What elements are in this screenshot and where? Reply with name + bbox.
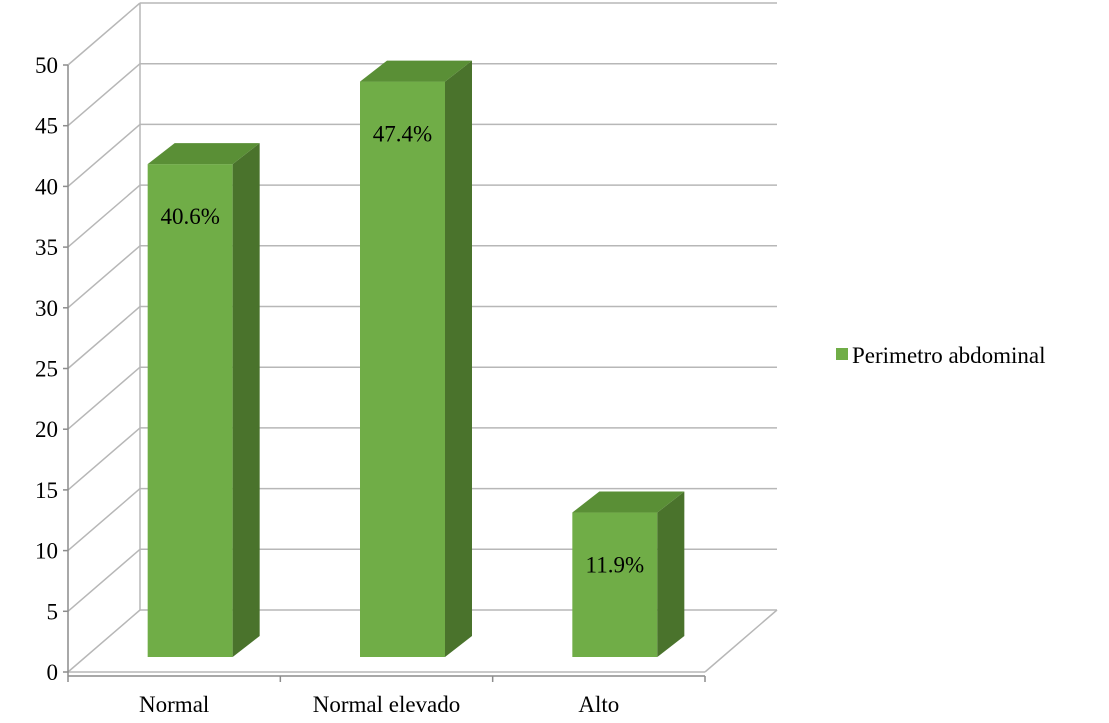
gridline-diagonal — [67, 63, 141, 127]
gridline-diagonal — [67, 427, 141, 491]
bar-top — [360, 60, 472, 82]
y-tick-label: 15 — [35, 478, 58, 503]
y-tick-label: 50 — [35, 53, 58, 78]
y-tick-label: 30 — [35, 296, 58, 321]
gridline-diagonal — [67, 2, 141, 66]
gridline-diagonal — [67, 305, 141, 370]
y-tick-label: 10 — [35, 539, 58, 564]
bars — [147, 60, 685, 658]
x-tick-label: Normal — [139, 692, 209, 717]
bar-top — [147, 143, 260, 165]
bar-side — [657, 491, 685, 657]
y-axis: 0 5 10 15 20 25 30 35 40 45 50 — [35, 53, 69, 685]
x-tick-label: Normal elevado — [313, 692, 461, 717]
bar-front — [572, 512, 658, 657]
legend: Perimetro abdominal — [836, 343, 1046, 368]
y-tick-label: 5 — [47, 599, 59, 624]
bar-front — [360, 81, 445, 657]
data-labels: 40.6% 47.4% 11.9% — [160, 122, 644, 578]
x-tick-label: Alto — [578, 692, 619, 717]
data-label: 11.9% — [586, 553, 645, 578]
gridline-diagonal — [67, 184, 141, 248]
gridline-diagonal — [67, 245, 141, 309]
bar-top — [572, 491, 685, 513]
bar-side — [445, 60, 472, 657]
y-tick-label: 20 — [35, 417, 58, 442]
data-label: 40.6% — [160, 204, 219, 229]
gridline-diagonal — [67, 488, 141, 552]
gridline-diagonal — [67, 366, 141, 430]
legend-label: Perimetro abdominal — [852, 343, 1046, 368]
y-tick-label: 40 — [35, 174, 58, 199]
bar-front — [147, 164, 233, 657]
y-tick-label: 35 — [35, 235, 58, 260]
data-label: 47.4% — [373, 122, 432, 147]
bar — [360, 60, 472, 657]
legend-swatch — [836, 348, 848, 360]
bar — [572, 491, 685, 657]
gridline-diagonal — [67, 548, 141, 612]
y-tick-label: 25 — [35, 357, 58, 382]
y-tick-label: 45 — [35, 114, 58, 139]
gridline-diagonal — [67, 609, 141, 673]
y-tick-label: 0 — [47, 660, 59, 685]
gridline-diagonal — [67, 123, 141, 187]
floor-right-edge — [704, 609, 778, 673]
bar-side — [232, 143, 260, 658]
x-axis: Normal Normal elevado Alto — [67, 675, 706, 717]
bar — [147, 143, 260, 658]
